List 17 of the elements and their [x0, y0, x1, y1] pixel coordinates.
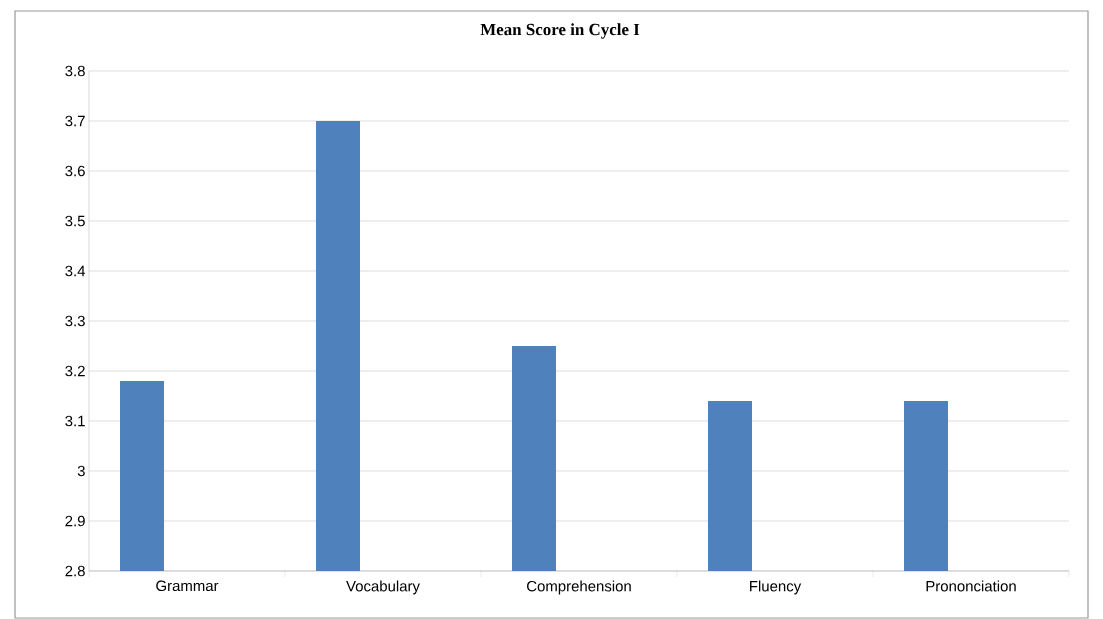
y-tick-label: 3.3 — [65, 315, 85, 327]
y-tick-label: 3.8 — [65, 65, 85, 77]
y-tick-label: 3 — [77, 465, 85, 477]
y-tick-label: 3.1 — [65, 415, 85, 427]
y-tick-label: 2.8 — [65, 565, 85, 577]
x-tick-label: Grammar — [156, 580, 219, 592]
chart-title: Mean Score in Cycle I — [480, 23, 640, 39]
y-tick-label: 3.5 — [65, 215, 85, 227]
y-tick-label: 3.6 — [65, 165, 85, 177]
x-tick-label: Prononciation — [926, 580, 1016, 592]
x-tick-label: Fluency — [750, 580, 802, 595]
y-tick-label: 2.9 — [65, 515, 85, 527]
x-tick-label: Comprehension — [527, 580, 631, 595]
x-tick-label: Vocabulary — [346, 580, 420, 595]
y-tick-label: 3.4 — [65, 265, 86, 277]
y-tick-label: 3.2 — [65, 365, 85, 377]
y-tick-label: 3.7 — [65, 115, 85, 127]
